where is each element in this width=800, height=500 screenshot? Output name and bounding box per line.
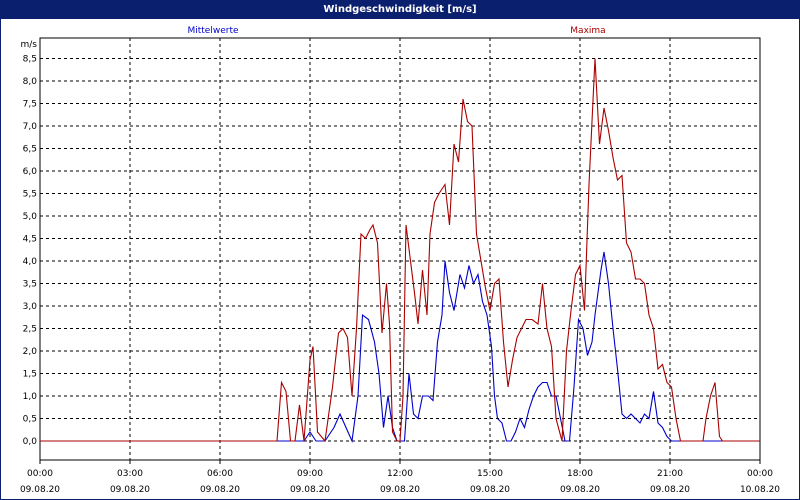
y-tick-label: 8,0 bbox=[23, 77, 38, 87]
chart-title: Windgeschwindigkeit [m/s] bbox=[1, 1, 799, 19]
series-line-mittelwerte bbox=[40, 251, 760, 444]
y-tick-label: 6,5 bbox=[23, 145, 37, 155]
y-tick-label: 5,5 bbox=[23, 190, 37, 200]
x-tick-time: 06:00 bbox=[207, 469, 233, 479]
y-axis-unit: m/s bbox=[21, 40, 38, 50]
x-tick-date: 09.08.20 bbox=[110, 485, 150, 495]
x-tick-date: 10.08.20 bbox=[740, 485, 780, 495]
y-tick-label: 0,0 bbox=[23, 437, 38, 447]
grid bbox=[40, 38, 760, 460]
x-tick-time: 09:00 bbox=[297, 469, 323, 479]
y-tick-label: 4,0 bbox=[23, 257, 38, 267]
y-tick-label: 7,0 bbox=[23, 122, 38, 132]
series-lines bbox=[40, 58, 760, 444]
x-tick-date: 09.08.20 bbox=[290, 485, 330, 495]
x-tick-time: 00:00 bbox=[27, 469, 53, 479]
y-tick-label: 1,5 bbox=[23, 370, 37, 380]
y-tick-label: 2,5 bbox=[23, 325, 37, 335]
y-tick-label: 3,0 bbox=[23, 302, 38, 312]
y-tick-label: 0,5 bbox=[23, 415, 37, 425]
y-tick-label: 5,0 bbox=[23, 212, 38, 222]
series-line-maxima bbox=[40, 58, 760, 443]
x-tick-time: 18:00 bbox=[567, 469, 593, 479]
x-tick-date: 09.08.20 bbox=[650, 485, 690, 495]
y-tick-label: 7,5 bbox=[23, 100, 37, 110]
x-tick-time: 00:00 bbox=[747, 469, 773, 479]
x-tick-date: 09.08.20 bbox=[380, 485, 420, 495]
x-tick-time: 03:00 bbox=[117, 469, 143, 479]
series-label-0: Mittelwerte bbox=[187, 26, 238, 36]
y-tick-label: 3,5 bbox=[23, 280, 37, 290]
y-tick-label: 4,5 bbox=[23, 235, 37, 245]
series-label-1: Maxima bbox=[570, 26, 605, 36]
x-tick-date: 09.08.20 bbox=[470, 485, 510, 495]
x-tick-date: 09.08.20 bbox=[20, 485, 60, 495]
axes bbox=[39, 37, 761, 464]
x-tick-time: 15:00 bbox=[477, 469, 503, 479]
x-tick-time: 21:00 bbox=[657, 469, 683, 479]
y-tick-label: 1,0 bbox=[23, 392, 38, 402]
y-tick-label: 6,0 bbox=[23, 167, 38, 177]
y-tick-label: 2,0 bbox=[23, 347, 38, 357]
y-tick-label: 8,5 bbox=[23, 55, 37, 65]
x-tick-date: 09.08.20 bbox=[200, 485, 240, 495]
x-tick-date: 09.08.20 bbox=[560, 485, 600, 495]
x-tick-time: 12:00 bbox=[387, 469, 413, 479]
axis-labels: 0,0 0,5 1,0 1,5 2,0 2,5 3,0 3,5 4,0 4,5 5,0 5,5 6,0 6… bbox=[20, 26, 780, 495]
